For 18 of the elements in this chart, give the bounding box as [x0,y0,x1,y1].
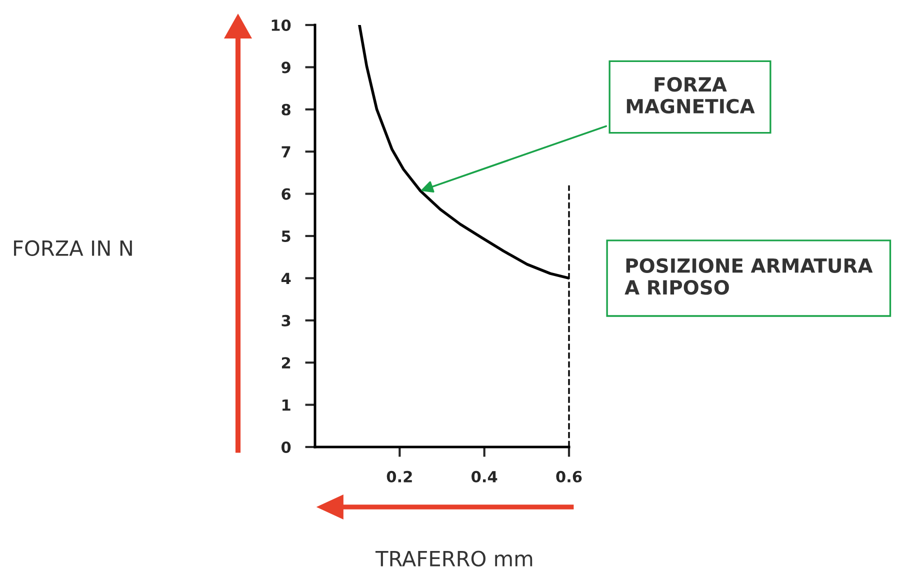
text: FORZA IN N [14,240,132,256]
x-tick-label: 0.2 [386,470,412,482]
y-tick-label: 10 [272,19,291,32]
x-tick-label: 0.6 [556,470,582,482]
y-tick-label: 5 [282,230,290,242]
x-axis-title: TRAFERRO mm [375,550,532,567]
y-tick-label: 6 [282,188,291,200]
y-tick-label: 3 [282,314,290,326]
y-tick-label: 1 [282,399,290,411]
y-tick-label: 7 [282,146,290,158]
y-tick-label: 8 [282,104,290,116]
y-tick-label: 4 [281,272,291,284]
x-tick-label: 0.4 [472,470,498,482]
y-tick-label: 2 [282,357,290,368]
annotation: FORZA MAGNETICA [626,77,755,114]
y-tick-label: 9 [282,62,290,74]
y-tick-label: 0 [281,441,291,454]
ref-line-label: POSIZIONE ARMATURA A RIPOSO [624,258,873,295]
